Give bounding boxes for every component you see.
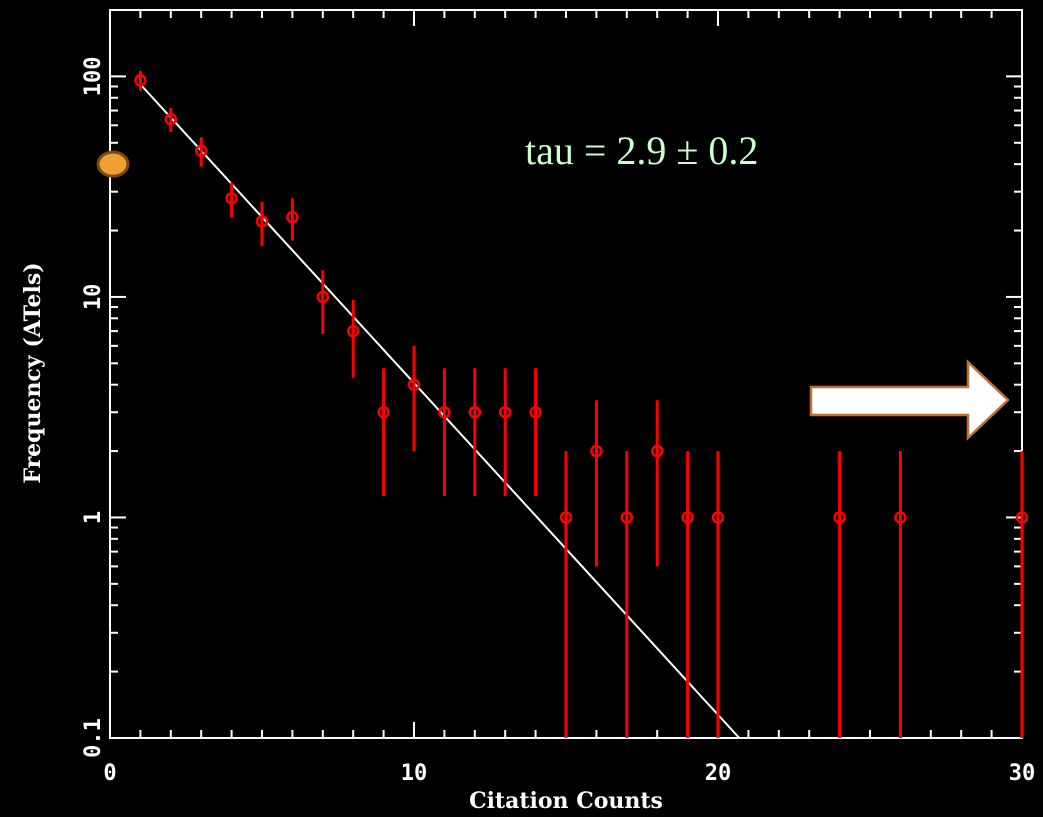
data-point bbox=[164, 107, 178, 132]
point-marker bbox=[286, 210, 299, 224]
data-point bbox=[590, 400, 603, 567]
data-point bbox=[134, 70, 147, 91]
point-marker bbox=[194, 144, 208, 158]
data-points bbox=[134, 70, 1029, 738]
x-axis-title: Citation Counts bbox=[469, 788, 663, 814]
point-marker bbox=[498, 405, 512, 419]
data-point bbox=[681, 451, 694, 738]
data-point bbox=[255, 201, 269, 247]
y-tick-label: 0.1 bbox=[81, 718, 106, 758]
x-tick-label: 0 bbox=[103, 761, 116, 786]
data-point bbox=[346, 299, 360, 378]
point-marker bbox=[529, 405, 542, 419]
y-tick-label: 100 bbox=[81, 57, 106, 97]
data-point bbox=[620, 451, 634, 738]
data-point bbox=[225, 182, 238, 218]
y-axis-title: Frequency (ATels) bbox=[20, 262, 46, 483]
point-marker bbox=[255, 215, 269, 228]
point-marker bbox=[377, 405, 390, 419]
data-point bbox=[650, 400, 664, 567]
data-point bbox=[711, 451, 725, 738]
point-marker bbox=[134, 74, 147, 87]
data-point bbox=[286, 198, 299, 241]
orange-circle-marker bbox=[96, 150, 130, 178]
point-marker bbox=[225, 192, 238, 205]
point-marker bbox=[438, 405, 451, 419]
point-marker bbox=[711, 511, 725, 524]
data-point bbox=[438, 368, 451, 497]
point-marker bbox=[833, 511, 846, 524]
x-tick-labels: 0 10 20 30 bbox=[103, 761, 1035, 786]
point-marker bbox=[681, 511, 694, 524]
y-tick-label: 1 bbox=[81, 511, 106, 524]
data-point bbox=[468, 368, 482, 497]
point-marker bbox=[346, 324, 360, 338]
data-point bbox=[529, 368, 542, 497]
point-marker bbox=[650, 444, 664, 458]
right-arrow-icon bbox=[809, 359, 1010, 441]
data-point bbox=[833, 451, 846, 738]
tau-annotation: tau = 2.9 ± 0.2 bbox=[525, 128, 758, 173]
data-point bbox=[559, 451, 573, 738]
point-marker bbox=[620, 511, 634, 524]
tick-marks bbox=[109, 9, 1023, 739]
point-marker bbox=[164, 112, 178, 126]
point-marker bbox=[468, 405, 482, 419]
data-point bbox=[316, 270, 330, 334]
x-tick-label: 20 bbox=[705, 761, 732, 786]
data-point bbox=[894, 451, 907, 738]
point-marker bbox=[1015, 511, 1029, 524]
data-point bbox=[407, 345, 421, 452]
x-tick-label: 10 bbox=[401, 761, 428, 786]
point-marker bbox=[590, 444, 603, 458]
point-marker bbox=[559, 511, 573, 524]
data-point bbox=[498, 368, 512, 497]
overlay-group bbox=[96, 150, 1010, 441]
data-point bbox=[377, 368, 390, 497]
point-marker bbox=[316, 290, 330, 304]
x-tick-label: 30 bbox=[1009, 761, 1036, 786]
data-point bbox=[194, 137, 208, 167]
y-tick-labels: 0.1 1 10 100 bbox=[81, 57, 106, 758]
data-point bbox=[1015, 451, 1029, 738]
point-marker bbox=[407, 378, 421, 391]
y-tick-label: 10 bbox=[81, 284, 106, 311]
point-marker bbox=[894, 511, 907, 524]
